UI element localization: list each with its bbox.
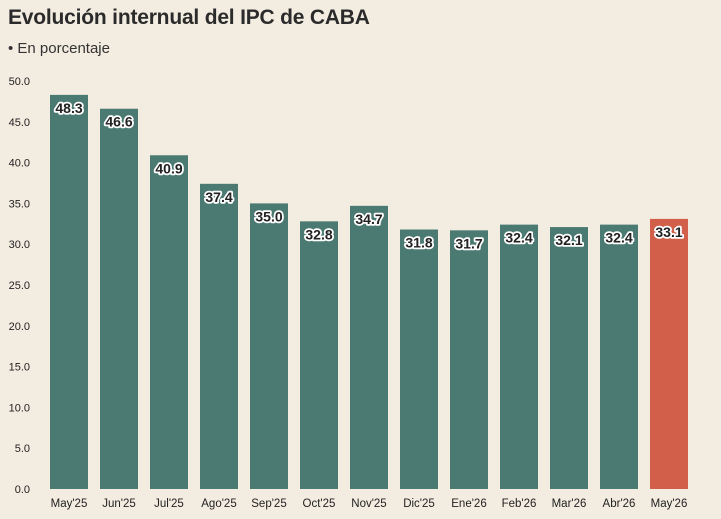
bar-May'25 — [50, 94, 88, 489]
bar-value-label: 31.8 — [405, 235, 432, 251]
bar-value-label: 31.7 — [455, 235, 482, 251]
chart-subtitle: • En porcentaje — [8, 40, 110, 57]
x-tick-label: Ene'26 — [451, 498, 486, 510]
x-tick-label: Abr'26 — [603, 498, 636, 510]
y-tick-label: 10.0 — [9, 402, 30, 414]
y-tick-label: 30.0 — [9, 239, 30, 251]
y-tick-label: 45.0 — [9, 117, 30, 129]
x-tick-label: Dic'25 — [403, 498, 435, 510]
y-tick-label: 35.0 — [9, 198, 30, 210]
bar-Jun'25 — [100, 108, 138, 489]
bar-value-label: 48.3 — [55, 100, 82, 116]
bar-value-label: 34.7 — [355, 211, 382, 227]
x-tick-label: Oct'25 — [303, 498, 336, 510]
bar-Mar'26 — [550, 227, 588, 489]
bar-Jul'25 — [150, 155, 188, 490]
x-tick-label: Ago'25 — [201, 498, 236, 510]
x-tick-label: Nov'25 — [351, 498, 386, 510]
x-tick-label: Feb'26 — [502, 498, 537, 510]
bar-value-label: 40.9 — [155, 160, 182, 176]
bar-value-label: 37.4 — [205, 189, 232, 205]
bar-Ago'25 — [200, 183, 238, 490]
bar-value-label: 46.6 — [105, 114, 132, 130]
bar-value-label: 32.4 — [605, 230, 632, 246]
bar-value-label: 32.4 — [505, 230, 532, 246]
x-tick-label: May'25 — [51, 498, 88, 510]
bar-value-label: 32.8 — [305, 226, 332, 242]
bar-Oct'25 — [300, 221, 338, 490]
x-tick-label: Mar'26 — [552, 498, 587, 510]
y-tick-label: 15.0 — [9, 362, 30, 374]
y-tick-label: 50.0 — [9, 76, 30, 88]
bar-Sep'25 — [250, 203, 288, 489]
bar-Feb'26 — [500, 224, 538, 489]
bar-Ene'26 — [450, 230, 488, 489]
chart-title: Evolución internual del IPC de CABA — [8, 6, 370, 29]
x-tick-label: Jun'25 — [102, 498, 136, 510]
bar-Abr'26 — [600, 224, 638, 489]
y-tick-label: 25.0 — [9, 280, 30, 292]
x-tick-label: Jul'25 — [154, 498, 184, 510]
y-tick-label: 0.0 — [15, 484, 30, 496]
bar-value-label: 33.1 — [655, 224, 682, 240]
y-tick-label: 5.0 — [15, 443, 30, 455]
x-tick-label: Sep'25 — [251, 498, 286, 510]
y-tick-label: 40.0 — [9, 158, 30, 170]
bar-value-label: 32.1 — [555, 232, 582, 248]
bar-Dic'25 — [400, 229, 438, 489]
y-tick-label: 20.0 — [9, 321, 30, 333]
bar-value-label: 35.0 — [255, 208, 282, 224]
bar-May'26 — [650, 218, 688, 490]
bar-Nov'25 — [350, 205, 388, 489]
x-tick-label: May'26 — [651, 498, 688, 510]
